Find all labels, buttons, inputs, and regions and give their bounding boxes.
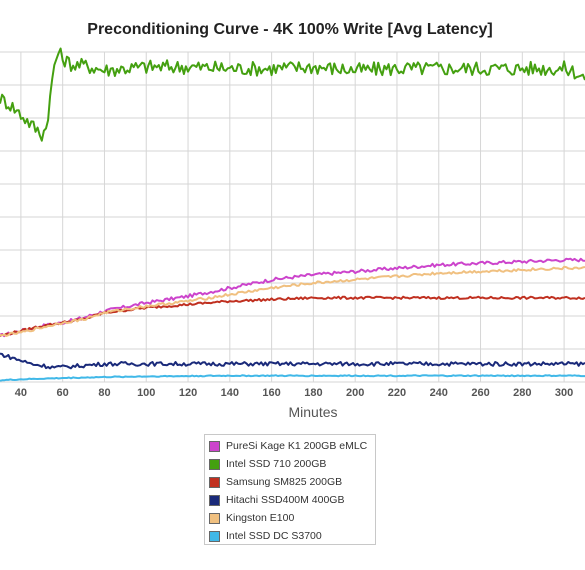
legend-swatch	[209, 476, 220, 488]
legend-swatch	[209, 440, 220, 452]
legend-label: Samsung SM825 200GB	[226, 476, 343, 488]
x-tick-label: 120	[179, 387, 197, 399]
legend-label: Hitachi SSD400M 400GB	[226, 494, 345, 506]
legend-swatch	[209, 458, 220, 470]
legend-label: Intel SSD DC S3700	[226, 530, 322, 542]
legend-item: PureSi Kage K1 200GB eMLC	[209, 437, 375, 455]
legend-item: Hitachi SSD400M 400GB	[209, 491, 375, 509]
legend-swatch	[209, 530, 220, 542]
x-tick-label: 140	[221, 387, 239, 399]
legend-item: Kingston E100	[209, 509, 375, 527]
legend-label: Kingston E100	[226, 512, 295, 524]
chart-title: Preconditioning Curve - 4K 100% Write [A…	[87, 21, 492, 38]
grid	[0, 51, 585, 383]
series-line-2	[0, 295, 585, 337]
x-tick-label: 60	[57, 387, 69, 399]
x-tick-label: 240	[430, 387, 448, 399]
x-tick-label: 180	[304, 387, 322, 399]
x-axis-label: Minutes	[288, 404, 337, 420]
x-tick-label: 280	[513, 387, 531, 399]
series-line-4	[0, 265, 585, 337]
series-line-5	[0, 374, 585, 382]
legend-item: Intel SSD 710 200GB	[209, 455, 375, 473]
x-tick-labels: 40 60 80 100 120 140 160 180 200 220 240 260 280 300	[15, 387, 574, 399]
series-line-1	[0, 47, 585, 142]
legend-swatch	[209, 494, 220, 506]
series-line-3	[0, 352, 585, 370]
legend-item: Intel SSD DC S3700	[209, 527, 375, 545]
x-tick-label: 300	[555, 387, 573, 399]
x-tick-label: 220	[388, 387, 406, 399]
series-lines	[0, 47, 585, 382]
x-tick-label: 40	[15, 387, 27, 399]
legend-label: PureSi Kage K1 200GB eMLC	[226, 440, 368, 452]
x-tick-label: 260	[471, 387, 489, 399]
x-tick-label: 160	[262, 387, 280, 399]
legend: PureSi Kage K1 200GB eMLC Intel SSD 710 2…	[204, 434, 376, 545]
x-tick-label: 100	[137, 387, 155, 399]
legend-item: Samsung SM825 200GB	[209, 473, 375, 491]
legend-label: Intel SSD 710 200GB	[226, 458, 327, 470]
x-tick-label: 200	[346, 387, 364, 399]
x-tick-label: 80	[98, 387, 110, 399]
legend-swatch	[209, 512, 220, 524]
